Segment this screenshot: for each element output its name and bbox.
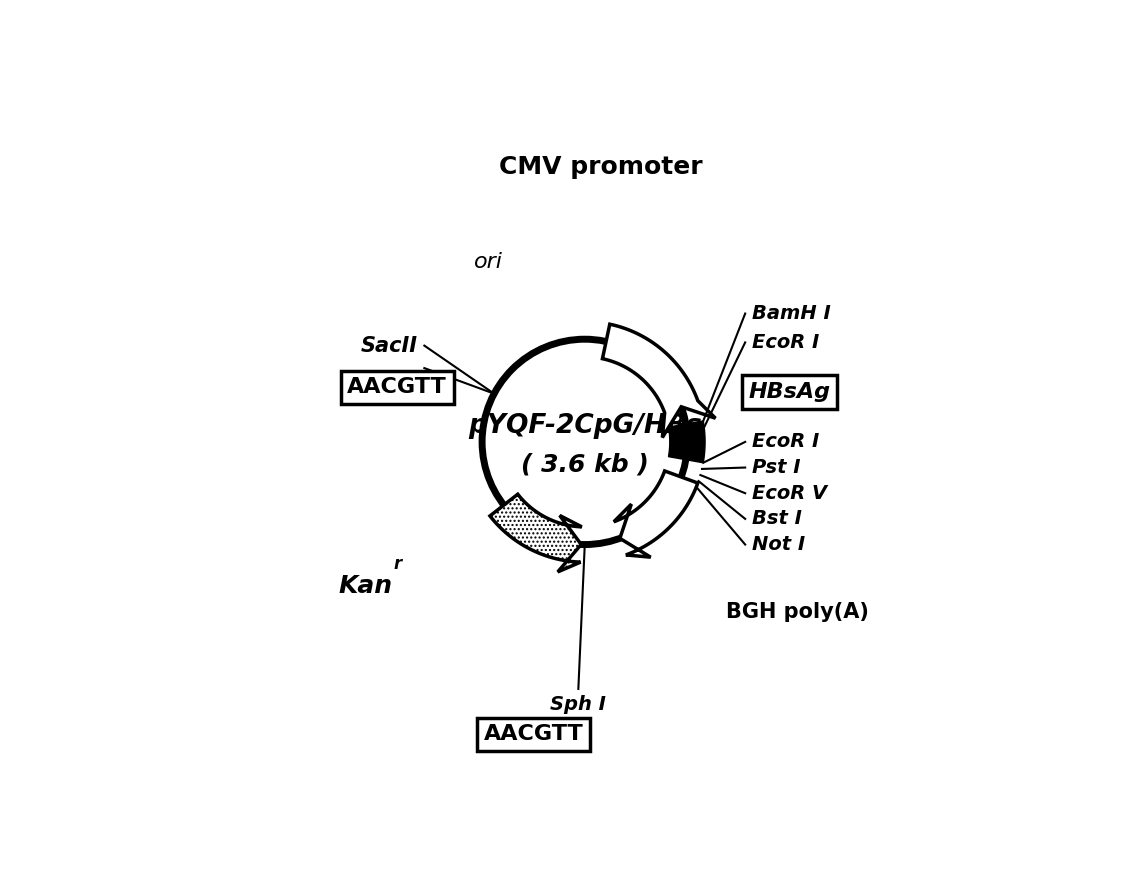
Polygon shape: [602, 325, 715, 438]
Polygon shape: [669, 421, 705, 463]
Text: CMV promoter: CMV promoter: [499, 155, 703, 178]
Text: EcoR I: EcoR I: [752, 432, 819, 452]
Text: pYQF-2CpG/HBs: pYQF-2CpG/HBs: [468, 413, 702, 439]
Polygon shape: [614, 471, 698, 557]
Text: EcoR V: EcoR V: [752, 484, 827, 503]
Text: Kan: Kan: [338, 574, 393, 598]
Text: AACGTT: AACGTT: [347, 377, 447, 397]
Text: Not I: Not I: [752, 535, 804, 554]
Text: r: r: [394, 556, 402, 573]
Text: ( 3.6 kb ): ( 3.6 kb ): [521, 452, 648, 476]
Text: EcoR I: EcoR I: [752, 332, 819, 352]
Polygon shape: [489, 494, 582, 572]
Text: BamH I: BamH I: [752, 304, 831, 323]
Text: Bst I: Bst I: [752, 509, 801, 528]
Text: HBsAg: HBsAg: [748, 382, 831, 402]
Text: SacII: SacII: [361, 336, 418, 355]
Text: AACGTT: AACGTT: [484, 724, 583, 745]
Text: ori: ori: [474, 252, 503, 272]
Text: Pst I: Pst I: [752, 458, 800, 477]
Text: Sph I: Sph I: [550, 696, 606, 714]
Text: BGH poly(A): BGH poly(A): [726, 602, 868, 622]
